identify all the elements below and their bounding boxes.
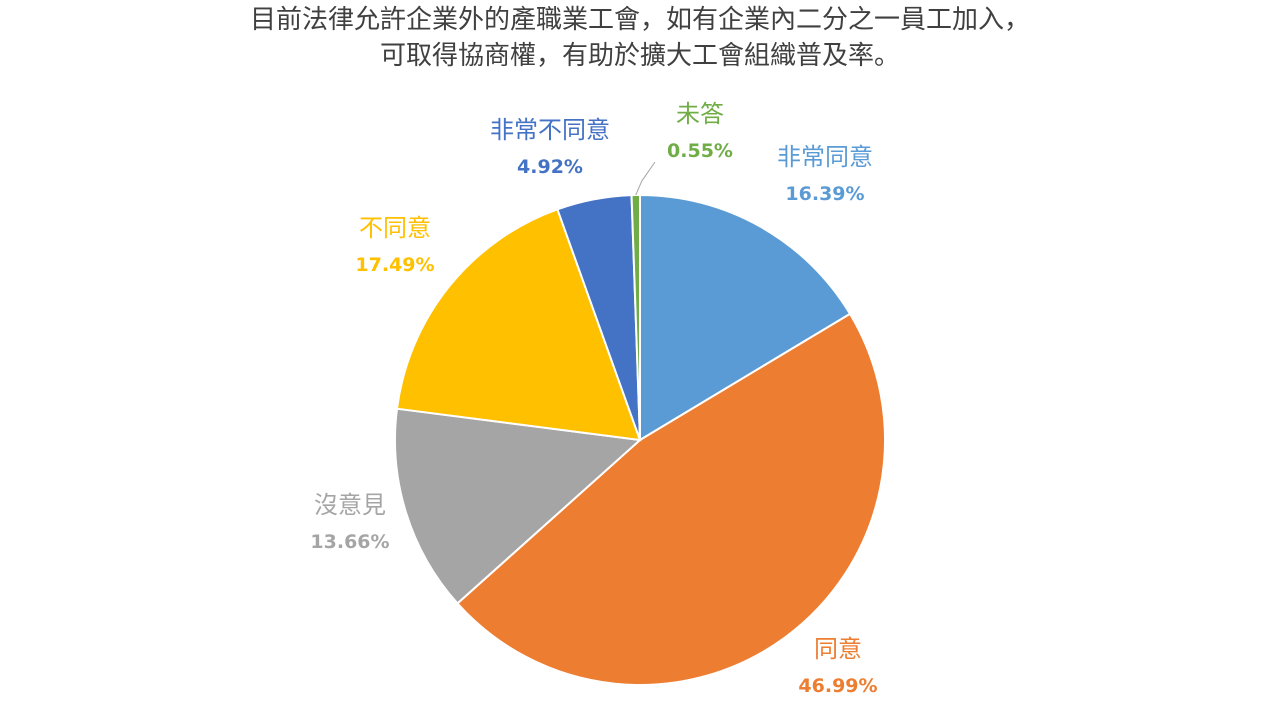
slice-value-no-opinion: 13.66% — [310, 531, 389, 553]
chart-title: 目前法律允許企業外的產職業工會，如有企業內二分之一員工加入， 可取得協商權，有助… — [0, 2, 1280, 74]
leader-lines — [635, 161, 656, 196]
leader-line-no-answer — [635, 161, 656, 196]
slice-label-strongly-agree: 非常同意 — [777, 143, 873, 171]
pie-slice-strongly-agree — [639, 193, 852, 442]
slice-value-disagree: 17.49% — [355, 254, 434, 276]
slice-label-agree: 同意 — [814, 635, 862, 663]
slice-label-strongly-disagree: 非常不同意 — [490, 116, 610, 144]
slice-value-agree: 46.99% — [798, 675, 877, 697]
pie-slice-agree — [456, 312, 886, 686]
slice-value-strongly-agree: 16.39% — [785, 183, 864, 205]
chart-title-line-2: 可取得協商權，有助於擴大工會組織普及率。 — [379, 41, 900, 71]
slice-label-no-answer: 未答 — [676, 100, 724, 128]
slice-label-no-opinion: 沒意見 — [314, 491, 386, 519]
slice-value-no-answer: 0.55% — [667, 140, 733, 162]
slice-labels: 非常同意 16.39% 同意 46.99% 沒意見 13.66% 不同意 17.49% 非常不同… — [310, 100, 877, 697]
chart-title-line-1: 目前法律允許企業外的產職業工會，如有企業內二分之一員工加入， — [249, 5, 1030, 35]
pie-slice-no-opinion — [394, 407, 643, 605]
pie-slices — [394, 193, 886, 686]
slice-label-disagree: 不同意 — [359, 214, 431, 242]
pie-slice-disagree — [395, 208, 642, 442]
slice-value-strongly-disagree: 4.92% — [517, 156, 583, 178]
